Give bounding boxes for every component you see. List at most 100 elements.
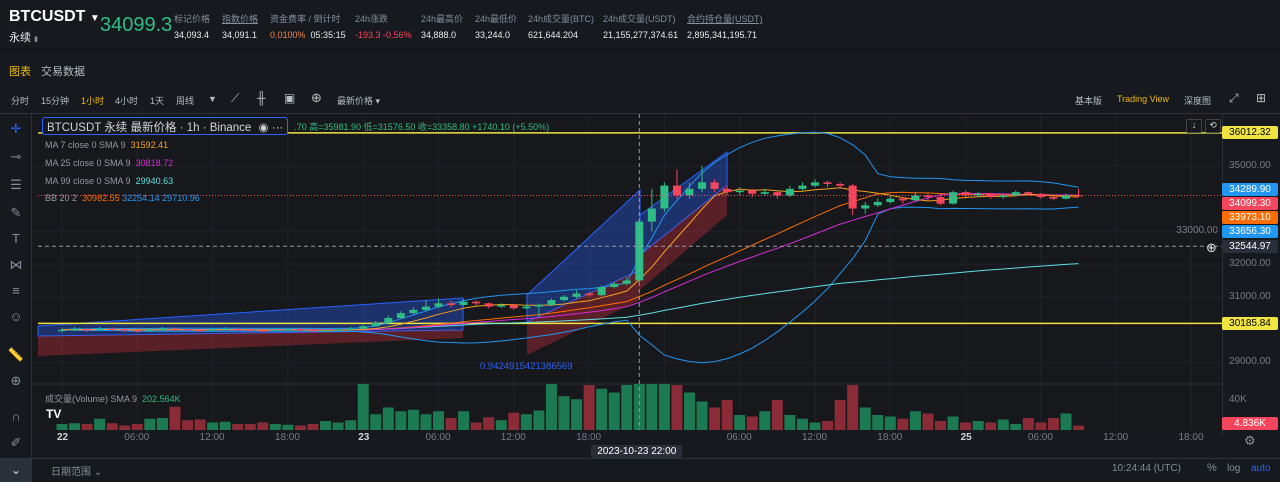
tab-trading-data[interactable]: 交易数据 [41,66,85,78]
stat-24h-change: 24h涨跌 -193.3 -0.56% [355,14,412,40]
tradingview-logo[interactable]: TV [46,407,62,421]
pattern-icon[interactable]: ⋈ [9,257,23,272]
volume-bar [947,416,959,430]
chart-type-candles-icon[interactable]: ╫ [257,91,266,105]
volume-bar [357,384,369,430]
legend-title: BTCUSDT 永续 最新价格 · 1h · Binance [47,122,252,134]
volume-bar [257,422,269,430]
settings-gear-icon[interactable]: ⚙ [1244,433,1256,448]
candle-body [183,329,192,331]
legend-bb[interactable]: BB 20 2 30982.55 32254.14 29710.96 [45,193,200,203]
volume-bar [345,420,357,430]
candle-body [196,330,205,332]
crosshair-icon[interactable]: ✛ [10,121,22,136]
volume-bar [809,422,821,430]
interval-4h[interactable]: 4小时 [115,96,139,106]
stat-funding-rate: 资金费率 / 倒计时 0.0100% 05:35:15 [270,14,346,40]
price-tag: 34289.90 [1222,182,1278,196]
volume-bar [1060,413,1072,430]
text-icon[interactable]: T [12,231,20,246]
candle-body [359,326,368,329]
fib-icon[interactable]: ≡ [12,283,20,298]
scroll-to-latest-icon[interactable]: ↓ [1186,119,1202,133]
interval-15m[interactable]: 15分钟 [41,96,70,106]
collapse-icon[interactable]: ⌄ [0,459,32,482]
date-range-select[interactable]: 日期范围 ⌄ [51,467,103,478]
candle-body [748,190,757,194]
time-tick: 06:00 [1027,432,1053,443]
zoom-in-icon[interactable]: ⊕ [10,373,22,388]
volume-bar [746,416,758,430]
legend-ma99[interactable]: MA 99 close 0 SMA 9 29940.63 [45,176,174,186]
legend-volume[interactable]: 成交量(Volume) SMA 9 202.564K [45,394,181,404]
candle-body [258,330,267,332]
volume-bar [972,421,984,430]
view-tradingview[interactable]: Trading View [1117,94,1170,104]
candle-body [145,329,154,332]
caret-down-icon[interactable]: ▼ [89,13,100,24]
price-type-select[interactable]: 最新价格 ▾ [337,96,381,106]
candle-body [421,306,430,310]
interval-time[interactable]: 分时 [11,96,30,106]
candle-body [522,306,531,309]
magnet-icon[interactable]: ∩ [11,409,21,424]
reset-view-icon[interactable]: ⟲ [1205,119,1221,133]
stat-24h-volume-usdt: 24h成交量(USDT) 21,155,277,374.61 [603,14,679,40]
view-depth[interactable]: 深度图 [1184,96,1212,106]
candle-body [974,193,983,196]
more-icon[interactable]: ··· [271,122,284,134]
time-axis[interactable]: 22 06:00 12:00 18:00 23 06:00 12:00 18:00 06:00 1… [32,430,1222,458]
volume-bar [533,410,545,430]
volume-bar [771,400,783,430]
fullscreen-icon[interactable]: ⤢ [1229,91,1239,105]
candle-body [58,329,66,332]
symbol-legend[interactable]: BTCUSDT 永续 最新价格 · 1h · Binance ◉ ··· [42,117,289,135]
candle-body [685,188,694,196]
symbol-name[interactable]: BTCUSDT [9,8,86,25]
candle-body [120,329,129,331]
candle-body [660,185,669,209]
view-basic[interactable]: 基本版 [1075,96,1103,106]
ruler-icon[interactable]: 📏 [7,347,25,362]
volume-bar [759,411,771,430]
volume-bar [182,420,193,430]
brush-icon[interactable]: ✎ [10,205,22,220]
add-icon[interactable]: ⊕ [311,90,322,105]
tab-chart[interactable]: 图表 [9,66,31,78]
screenshot-icon[interactable]: ▣ [284,91,296,105]
indicators-icon[interactable]: ⟋ [231,91,240,105]
symbol-selector[interactable]: BTCUSDT ▼ [9,8,100,26]
interval-week[interactable]: 周线 [176,96,195,106]
volume-bar [219,421,231,430]
trend-line-icon[interactable]: ⊸ [10,149,22,164]
stat-index-price[interactable]: 指数价格 34,091.1 [222,14,259,40]
stat-open-interest[interactable]: 合约持仓量(USDT) 2,895,341,195.71 [687,14,763,40]
candle-body [534,304,543,307]
candle-body [70,329,79,331]
candle-body [346,328,355,330]
auto-toggle[interactable]: auto [1251,463,1271,474]
layout-grid-icon[interactable]: ⊞ [1256,91,1267,105]
interval-1h[interactable]: 1小时 [81,96,105,106]
candle-body [999,195,1008,198]
candle-body [283,329,292,331]
volume-bar [847,385,859,430]
interval-dropdown-icon[interactable]: ▼ [208,94,217,104]
horizontal-lines-icon[interactable]: ☰ [10,177,22,192]
emoji-icon[interactable]: ☺ [9,309,23,324]
legend-ma7[interactable]: MA 7 close 0 SMA 9 31592.41 [45,140,169,150]
candle-body [371,322,380,327]
volume-bar [960,422,972,430]
eye-icon[interactable]: ◉ [258,122,269,134]
candle-body [597,286,606,296]
log-toggle[interactable]: log [1227,463,1241,474]
volume-bar [646,384,658,430]
percent-toggle[interactable]: % [1207,462,1217,474]
lock-drawings-icon[interactable]: ✐ [10,435,22,450]
interval-1d[interactable]: 1天 [150,96,165,106]
add-alert-icon[interactable]: ⊕ [1206,240,1217,255]
legend-ma25[interactable]: MA 25 close 0 SMA 9 30818.72 [45,158,174,168]
price-axis[interactable]: 36012.32 34289.90 34099.30 33973.10 33656.30… [1176,114,1280,435]
price-tag: 33973.10 [1222,210,1278,224]
